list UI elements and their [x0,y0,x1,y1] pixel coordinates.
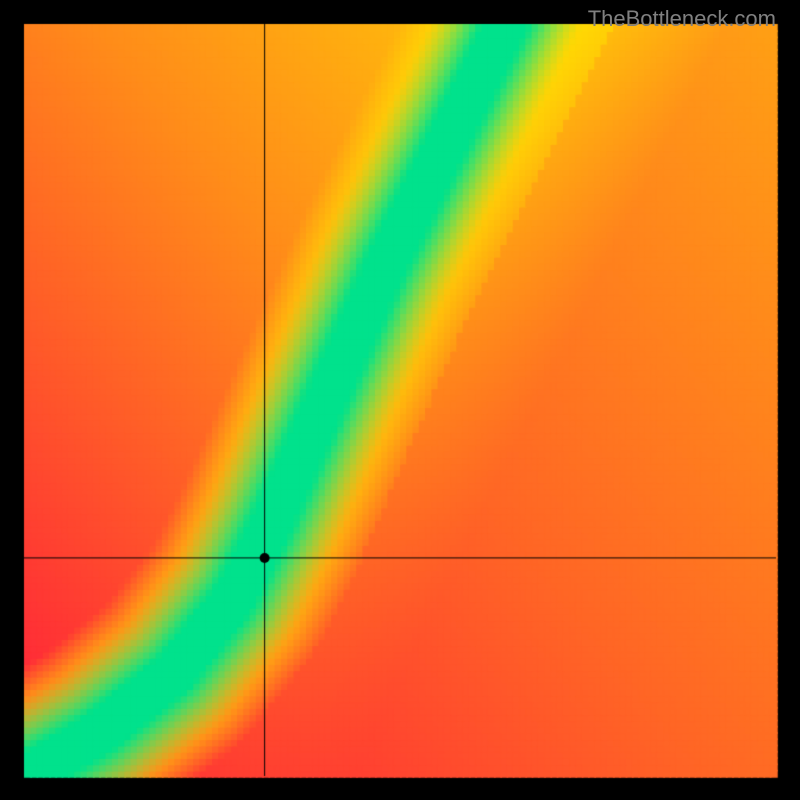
bottleneck-heatmap [0,0,800,800]
chart-container: TheBottleneck.com [0,0,800,800]
watermark-text: TheBottleneck.com [588,6,776,32]
